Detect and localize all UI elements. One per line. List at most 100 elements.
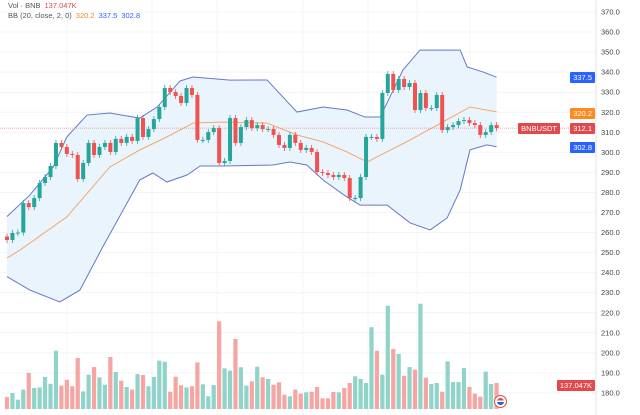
volume-bar	[59, 385, 64, 409]
candle-up	[228, 118, 233, 161]
price-tick-label: 370.0	[601, 8, 620, 17]
volume-bar	[287, 396, 292, 409]
volume-bar	[206, 396, 211, 409]
price-tick-label: 320.0	[601, 108, 620, 117]
candle-up	[451, 125, 456, 128]
candle-down	[189, 87, 194, 96]
price-tick-label: 210.0	[601, 328, 620, 337]
volume-bar	[450, 382, 456, 409]
bollinger-lower-value: 302.8	[121, 11, 141, 20]
candle-up	[380, 93, 385, 139]
volume-bar	[222, 368, 227, 409]
volume-bar	[396, 353, 401, 409]
candle-up	[358, 177, 363, 199]
candle-down	[472, 123, 477, 126]
volume-bar	[260, 377, 265, 409]
candle-up	[461, 120, 466, 122]
volume-bar	[168, 391, 173, 409]
candle-down	[440, 95, 445, 131]
candle-down	[249, 120, 254, 129]
volume-bar	[380, 374, 385, 409]
volume-bar	[374, 350, 380, 409]
candle-down	[402, 78, 407, 87]
volume-bar	[48, 383, 53, 409]
volume-bar	[347, 383, 352, 409]
volume-bar	[429, 383, 434, 409]
price-tick-label: 280.0	[601, 188, 620, 197]
volume-bar	[32, 387, 37, 409]
volume-bar	[157, 360, 162, 409]
price-tick-label: 350.0	[601, 48, 620, 57]
candle-down	[467, 120, 472, 124]
bollinger-upper-line	[6, 49, 497, 217]
volume-bar	[97, 377, 102, 409]
candle-up	[304, 147, 309, 150]
candle-down	[64, 146, 69, 154]
volume-bar	[276, 382, 282, 409]
symbol-badge: BNBUSDT	[518, 123, 560, 134]
volume-bar	[91, 367, 97, 409]
candle-down	[478, 125, 483, 135]
volume-bar	[146, 386, 151, 409]
volume-bar	[64, 379, 69, 409]
volume-bar	[309, 391, 314, 409]
candle-down	[217, 128, 222, 163]
volume-bar	[407, 367, 412, 409]
candle-down	[108, 142, 113, 152]
candle-up	[222, 160, 227, 163]
candle-up	[418, 93, 423, 111]
candle-down	[92, 142, 97, 155]
candle-down	[173, 91, 178, 97]
volume-bar	[325, 398, 331, 409]
volume-bar	[108, 357, 113, 409]
candle-down	[309, 147, 314, 152]
volume-bar	[320, 398, 325, 409]
candle-up	[135, 118, 140, 141]
price-tick-label: 250.0	[601, 248, 620, 257]
volume-bar	[15, 399, 20, 409]
candle-down	[331, 175, 336, 178]
candle-up	[53, 142, 58, 166]
volume-legend: Vol · BNB 137.047K	[8, 1, 81, 10]
volume-bar	[81, 391, 86, 409]
events-flag-icon[interactable]	[494, 395, 507, 408]
volume-bar	[86, 374, 91, 409]
candle-down	[70, 153, 75, 155]
candle-up	[364, 136, 369, 178]
volume-bar	[456, 382, 461, 409]
volume-bar	[271, 384, 276, 409]
candle-up	[369, 136, 374, 138]
price-tick-label: 290.0	[601, 168, 620, 177]
candle-up	[200, 139, 205, 141]
candle-down	[59, 142, 64, 147]
candle-down	[119, 138, 124, 143]
candle-down	[413, 82, 417, 111]
price-tick-label: 230.0	[601, 288, 620, 297]
volume-bar	[184, 387, 189, 409]
candle-down	[233, 118, 238, 143]
volume-bar	[42, 376, 48, 409]
candle-up	[489, 125, 494, 133]
volume-bar	[461, 368, 467, 409]
candle-down	[130, 136, 135, 141]
volume-bar	[130, 389, 135, 409]
volume-bar	[178, 385, 184, 409]
volume-bar	[124, 386, 129, 409]
candle-up	[266, 129, 271, 131]
candle-up	[407, 82, 412, 87]
candle-down	[494, 125, 499, 129]
candle-up	[244, 120, 249, 128]
last-price-badge: 312.1	[570, 123, 595, 134]
basis-badge: 320.2	[570, 108, 595, 119]
price-tick-label: 220.0	[601, 308, 620, 317]
volume-bar	[363, 383, 369, 409]
volume-bar	[478, 396, 483, 409]
candle-up	[238, 127, 243, 143]
candle-down	[423, 93, 428, 109]
price-axis[interactable]: 370.0 360.0 350.0 340.0 330.0 320.0 310.0 300.0…	[601, 8, 620, 398]
lower-band-badge: 302.8	[570, 142, 595, 153]
price-tick-label: 190.0	[601, 368, 620, 377]
candle-down	[75, 154, 80, 180]
candle-up	[124, 136, 129, 143]
